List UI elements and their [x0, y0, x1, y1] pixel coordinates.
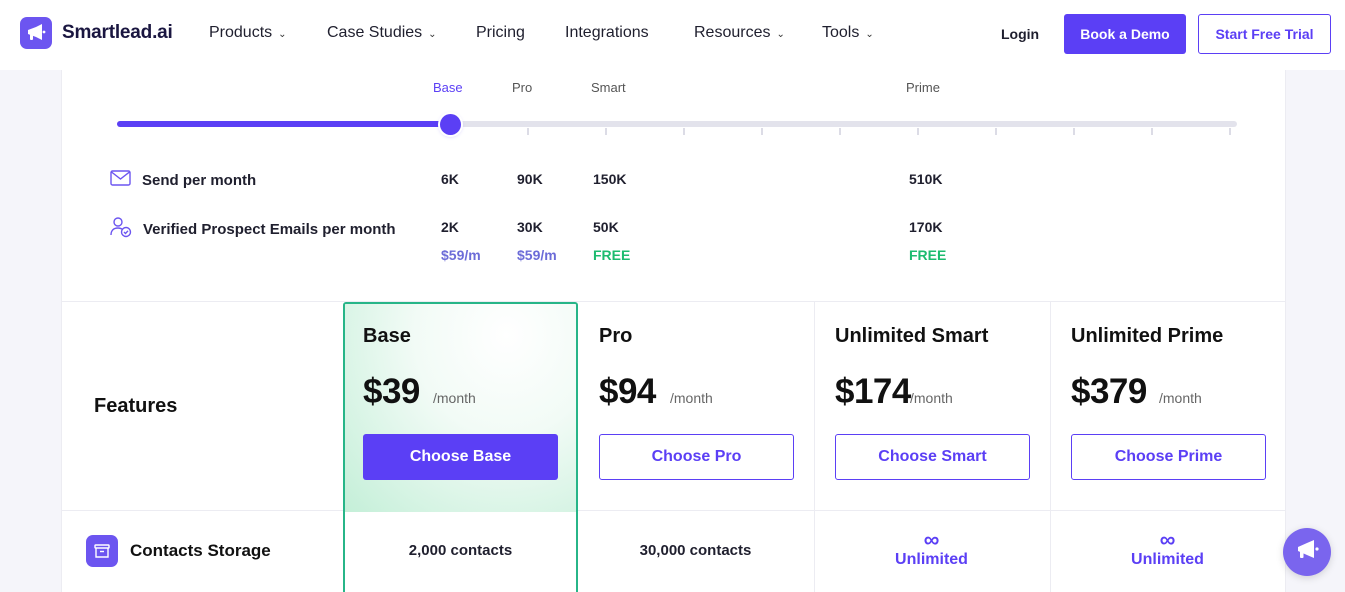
verified-value-smart: 50K	[593, 219, 619, 235]
start-free-trial-button[interactable]: Start Free Trial	[1198, 14, 1331, 54]
nav-resources[interactable]: Resources ⌄	[694, 24, 785, 42]
tier-label-pro[interactable]: Pro	[512, 80, 533, 95]
verified-price-prime: FREE	[909, 247, 947, 263]
slider-tick	[1229, 128, 1231, 135]
nav-pricing[interactable]: Pricing	[476, 24, 525, 42]
contacts-storage-smart-text: Unlimited	[895, 551, 968, 568]
slider-tick	[683, 128, 685, 135]
nav-integrations[interactable]: Integrations	[565, 24, 649, 42]
nav-case-studies[interactable]: Case Studies ⌄	[327, 24, 437, 42]
column-divider	[814, 302, 815, 592]
contacts-storage-prime: ∞ Unlimited	[1050, 527, 1285, 569]
contacts-storage-base: 2,000 contacts	[408, 542, 513, 559]
nav-tools[interactable]: Tools ⌄	[822, 24, 874, 42]
slider-tick	[1151, 128, 1153, 135]
verified-emails-row: Verified Prospect Emails per month	[110, 216, 396, 242]
slider-tick	[917, 128, 919, 135]
contacts-storage-label: Contacts Storage	[130, 541, 271, 560]
verified-price-base: $59/m	[441, 247, 481, 263]
choose-prime-button[interactable]: Choose Prime	[1071, 434, 1266, 480]
megaphone-icon	[20, 17, 52, 49]
column-divider	[1050, 302, 1051, 592]
verified-value-base: 2K	[441, 219, 459, 235]
nav-integrations-label: Integrations	[565, 24, 649, 41]
nav-case-studies-label: Case Studies	[327, 24, 423, 41]
slider-tick	[1073, 128, 1075, 135]
contacts-storage-prime-text: Unlimited	[1131, 551, 1204, 568]
verified-value-prime: 170K	[909, 219, 943, 235]
verified-value-pro: 30K	[517, 219, 543, 235]
verified-emails-label: Verified Prospect Emails per month	[143, 220, 396, 238]
plan-slider-thumb[interactable]	[440, 114, 461, 135]
archive-box-icon	[86, 535, 118, 567]
features-heading: Features	[94, 395, 178, 417]
chevron-down-icon: ⌄	[776, 28, 785, 40]
top-navbar: Smartlead.ai Products ⌄ Case Studies ⌄ P…	[0, 0, 1345, 70]
plan-price-prime: $379	[1071, 372, 1147, 411]
slider-tick	[761, 128, 763, 135]
table-row-divider	[61, 510, 1286, 511]
plan-name-pro: Pro	[599, 325, 633, 347]
user-check-icon	[110, 216, 132, 242]
choose-smart-button[interactable]: Choose Smart	[835, 434, 1030, 480]
chevron-down-icon: ⌄	[865, 28, 874, 40]
verified-price-smart: FREE	[593, 247, 631, 263]
plan-period-smart: /month	[910, 390, 953, 406]
nav-resources-label: Resources	[694, 24, 771, 41]
plan-price-base: $39	[363, 372, 420, 411]
tier-label-prime[interactable]: Prime	[906, 80, 940, 95]
nav-products[interactable]: Products ⌄	[209, 24, 287, 42]
send-per-month-label: Send per month	[142, 171, 257, 189]
send-value-pro: 90K	[517, 171, 543, 187]
plan-slider-track[interactable]	[117, 121, 1237, 127]
table-top-border	[61, 301, 1286, 302]
infinity-icon: ∞	[1159, 527, 1176, 552]
slider-tick	[527, 128, 529, 135]
verified-price-pro: $59/m	[517, 247, 557, 263]
send-value-prime: 510K	[909, 171, 943, 187]
slider-tick	[605, 128, 607, 135]
contacts-storage-pro: 30,000 contacts	[639, 542, 752, 559]
chat-widget-button[interactable]	[1283, 528, 1331, 576]
login-link[interactable]: Login	[1001, 26, 1040, 42]
choose-base-button[interactable]: Choose Base	[363, 434, 558, 480]
plan-period-pro: /month	[670, 390, 713, 406]
plan-name-smart: Unlimited Smart	[835, 325, 989, 347]
infinity-icon: ∞	[923, 527, 940, 552]
plan-period-prime: /month	[1159, 390, 1202, 406]
choose-pro-button[interactable]: Choose Pro	[599, 434, 794, 480]
tier-label-base[interactable]: Base	[433, 80, 463, 95]
slider-tick	[839, 128, 841, 135]
send-per-month-row: Send per month	[110, 170, 256, 190]
send-value-base: 6K	[441, 171, 459, 187]
contacts-storage-smart: ∞ Unlimited	[814, 527, 1049, 569]
chat-megaphone-icon	[1295, 539, 1319, 566]
send-value-smart: 150K	[593, 171, 627, 187]
tier-label-smart[interactable]: Smart	[591, 80, 626, 95]
chevron-down-icon: ⌄	[428, 28, 437, 40]
plan-slider-fill	[117, 121, 442, 127]
envelope-icon	[110, 170, 131, 190]
slider-tick	[995, 128, 997, 135]
nav-pricing-label: Pricing	[476, 24, 525, 41]
plan-price-smart: $174	[835, 372, 911, 411]
plan-name-prime: Unlimited Prime	[1071, 325, 1224, 347]
plan-period-base: /month	[433, 390, 476, 406]
brand-name: Smartlead.ai	[62, 22, 173, 43]
nav-tools-label: Tools	[822, 24, 860, 41]
pricing-card	[61, 70, 1286, 592]
plan-name-base: Base	[363, 325, 411, 347]
chevron-down-icon: ⌄	[278, 28, 287, 40]
plan-price-pro: $94	[599, 372, 656, 411]
brand-logo[interactable]: Smartlead.ai	[20, 17, 173, 49]
book-demo-button[interactable]: Book a Demo	[1064, 14, 1186, 54]
nav-products-label: Products	[209, 24, 273, 41]
